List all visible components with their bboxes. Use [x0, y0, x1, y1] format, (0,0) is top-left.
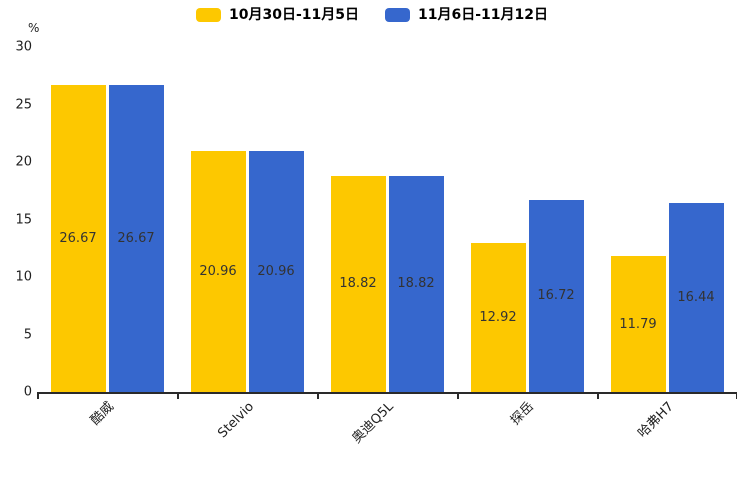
bar-value-label: 16.44	[677, 289, 715, 305]
bar-value-label: 20.96	[257, 263, 295, 279]
x-axis-tick	[37, 392, 39, 399]
bar-value-label: 11.79	[619, 316, 657, 332]
bar-series1[interactable]: 18.82	[330, 175, 386, 392]
x-axis-label: 探岳	[507, 399, 537, 429]
bar-series2[interactable]: 18.82	[388, 175, 444, 392]
bar-value-label: 12.92	[479, 310, 517, 326]
y-axis-tick-label: 10	[15, 269, 32, 285]
x-axis-tick	[597, 392, 599, 399]
legend-label-week1: 10月30日-11月5日	[229, 7, 359, 23]
bar-series1[interactable]: 12.92	[470, 243, 526, 392]
y-axis-tick-label: 20	[15, 154, 32, 170]
bar-series2[interactable]: 26.67	[108, 85, 164, 392]
y-axis-unit-label: %	[28, 21, 40, 35]
x-axis-label: 奥迪Q5L	[349, 399, 397, 447]
bar-series1[interactable]: 11.79	[610, 256, 666, 392]
bar-value-label: 26.67	[117, 231, 155, 247]
y-axis-tick-label: 0	[23, 384, 32, 400]
plot-area: 26.67 26.67 酷威 20.96 20.96 Stelvio 18.82 18.82 奥…	[37, 47, 737, 446]
y-axis-tick-label: 5	[23, 327, 32, 342]
bar-series1[interactable]: 26.67	[50, 85, 106, 392]
bar-series1[interactable]: 20.96	[190, 150, 246, 392]
bar-series2[interactable]: 16.44	[668, 202, 724, 392]
legend-swatch-blue-icon	[385, 8, 410, 22]
y-axis-tick-label: 25	[15, 97, 32, 112]
bar-value-label: 18.82	[397, 276, 435, 292]
y-axis-tick-label: 30	[15, 39, 32, 55]
bar-value-label: 16.72	[537, 288, 575, 304]
bar-value-label: 18.82	[339, 276, 377, 292]
y-axis-tick-label: 15	[15, 212, 32, 227]
chart-legend: 10月30日-11月5日 11月6日-11月12日	[0, 8, 744, 22]
x-axis-tick	[457, 392, 459, 399]
bar-series2[interactable]: 16.72	[528, 199, 584, 392]
x-axis-label: 哈弗H7	[635, 399, 677, 442]
x-axis-tick	[177, 392, 179, 399]
x-axis-label: Stelvio	[215, 399, 257, 442]
bar-value-label: 20.96	[199, 263, 237, 279]
x-axis-line	[37, 392, 737, 394]
legend-item-week2[interactable]: 11月6日-11月12日	[385, 8, 548, 22]
x-axis-tick	[317, 392, 319, 399]
legend-label-week2: 11月6日-11月12日	[418, 7, 548, 23]
x-axis-tick	[735, 392, 737, 399]
x-axis-label: 酷威	[87, 399, 117, 429]
bar-series2[interactable]: 20.96	[248, 150, 304, 392]
legend-item-week1[interactable]: 10月30日-11月5日	[196, 8, 359, 22]
legend-swatch-yellow-icon	[196, 8, 221, 22]
bar-value-label: 26.67	[59, 231, 97, 247]
y-axis: 0 5 10 15 20 25 30	[0, 41, 32, 399]
